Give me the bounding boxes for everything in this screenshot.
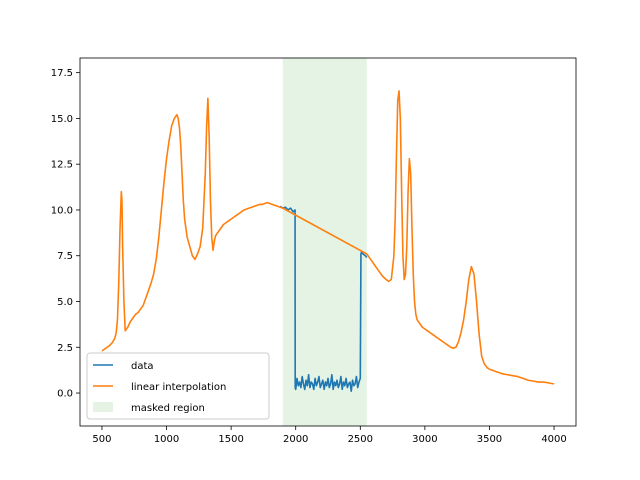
series-line-linear-interpolation [101, 90, 555, 385]
x-tick-label: 2500 [348, 434, 373, 445]
x-tick-label: 3000 [412, 434, 437, 445]
x-tick-label: 4000 [541, 434, 566, 445]
masked-region-layer [282, 58, 367, 426]
y-tick-label: 15.0 [51, 114, 73, 125]
y-tick-label: 0.0 [57, 389, 73, 400]
x-tick-label: 500 [92, 434, 111, 445]
x-tick-label: 2000 [283, 434, 308, 445]
legend: data linear interpolation masked region [86, 352, 270, 420]
plot-frame [79, 57, 577, 427]
y-axis-ticks: 0.0 2.5 5.0 7.5 10.0 12.5 15.0 17.5 [51, 68, 80, 400]
series-line-data [279, 205, 368, 393]
y-tick-label: 17.5 [51, 68, 73, 79]
masked-region [282, 58, 367, 426]
legend-box [86, 352, 270, 420]
y-tick-label: 5.0 [57, 297, 73, 308]
y-tick-label: 7.5 [57, 251, 73, 262]
x-axis-ticks: 500 1000 1500 2000 2500 3000 3500 4000 [92, 426, 567, 445]
legend-swatch-masked-region [93, 402, 113, 412]
legend-label-masked-region: masked region [131, 403, 205, 414]
y-tick-label: 2.5 [57, 343, 73, 354]
legend-label-linear-interpolation: linear interpolation [131, 382, 226, 393]
x-tick-label: 3500 [477, 434, 502, 445]
y-tick-label: 12.5 [51, 160, 73, 171]
x-tick-label: 1500 [218, 434, 243, 445]
series-layer [101, 90, 555, 393]
legend-label-data: data [131, 361, 154, 372]
x-tick-label: 1000 [154, 434, 179, 445]
y-tick-label: 10.0 [51, 205, 73, 216]
